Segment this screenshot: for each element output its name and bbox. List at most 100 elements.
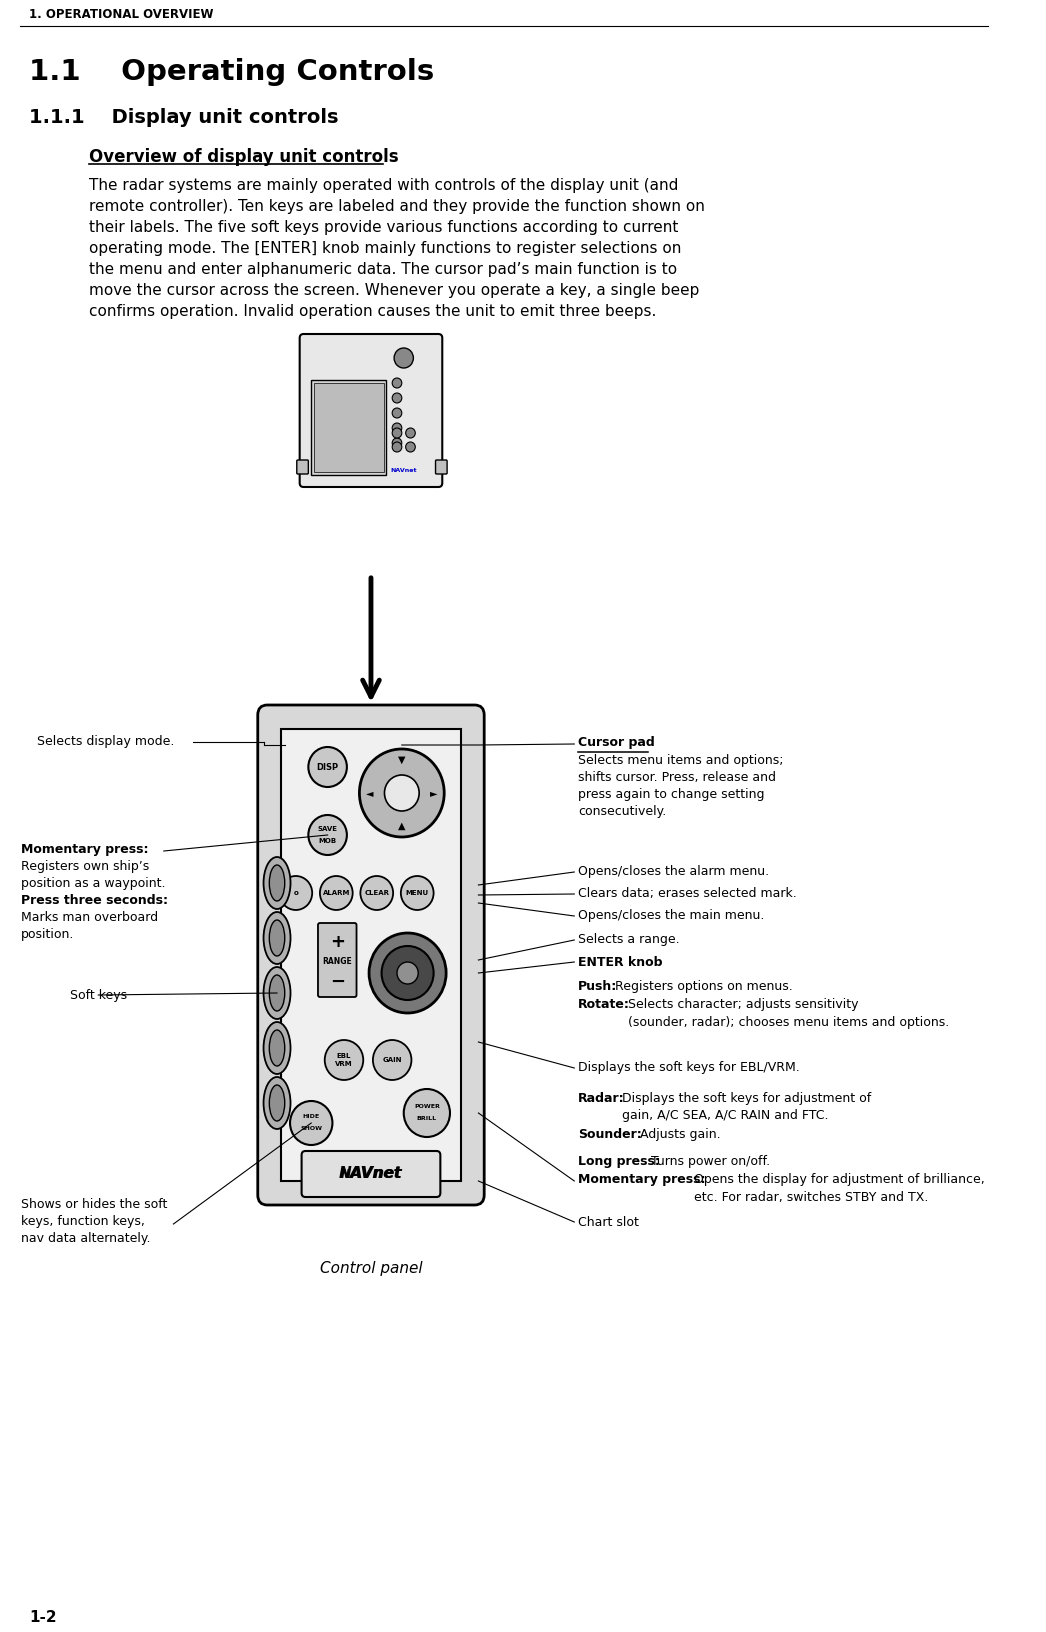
Text: GAIN: GAIN (383, 1058, 402, 1062)
Text: 1. OPERATIONAL OVERVIEW: 1. OPERATIONAL OVERVIEW (29, 8, 213, 21)
Text: ENTER knob: ENTER knob (578, 955, 663, 968)
Text: Radar:: Radar: (578, 1092, 624, 1105)
Text: Press three seconds:: Press three seconds: (21, 894, 168, 907)
Text: consecutively.: consecutively. (578, 805, 666, 818)
Text: nav data alternately.: nav data alternately. (21, 1232, 151, 1245)
Text: DISP: DISP (317, 762, 339, 772)
Text: shifts cursor. Press, release and: shifts cursor. Press, release and (578, 770, 776, 783)
Text: Momentary press:: Momentary press: (21, 844, 149, 857)
Text: the menu and enter alphanumeric data. The cursor pad’s main function is to: the menu and enter alphanumeric data. Th… (89, 263, 677, 277)
FancyBboxPatch shape (299, 335, 442, 486)
Text: Adjusts gain.: Adjusts gain. (640, 1128, 721, 1141)
Circle shape (406, 428, 415, 437)
Ellipse shape (264, 912, 291, 965)
Text: o: o (294, 889, 298, 896)
Text: Selects menu items and options;: Selects menu items and options; (578, 754, 783, 767)
Circle shape (404, 1089, 450, 1138)
Text: Opens the display for adjustment of brilliance,: Opens the display for adjustment of bril… (693, 1173, 984, 1186)
Ellipse shape (264, 857, 291, 909)
FancyBboxPatch shape (435, 460, 447, 473)
Circle shape (397, 961, 418, 984)
Text: Selects display mode.: Selects display mode. (37, 736, 174, 749)
FancyBboxPatch shape (301, 1151, 440, 1196)
Text: (sounder, radar); chooses menu items and options.: (sounder, radar); chooses menu items and… (629, 1017, 950, 1030)
Text: Clears data; erases selected mark.: Clears data; erases selected mark. (578, 888, 797, 901)
Text: Registers options on menus.: Registers options on menus. (615, 979, 793, 992)
Text: 1.1.1    Display unit controls: 1.1.1 Display unit controls (29, 108, 339, 127)
Text: HIDE: HIDE (302, 1115, 320, 1120)
Text: ◄: ◄ (366, 788, 373, 798)
Circle shape (324, 1040, 363, 1080)
Text: etc. For radar, switches STBY and TX.: etc. For radar, switches STBY and TX. (693, 1191, 928, 1204)
Circle shape (309, 814, 347, 855)
Text: Soft keys: Soft keys (70, 989, 127, 1002)
Circle shape (385, 775, 419, 811)
Text: POWER: POWER (414, 1105, 439, 1110)
Bar (312, 380, 386, 475)
Text: Control panel: Control panel (320, 1260, 423, 1276)
Text: Opens/closes the alarm menu.: Opens/closes the alarm menu. (578, 865, 769, 878)
Circle shape (392, 437, 402, 449)
Text: SAVE: SAVE (318, 826, 338, 832)
Circle shape (320, 876, 353, 911)
Circle shape (382, 947, 434, 1000)
Text: Selects a range.: Selects a range. (578, 934, 680, 947)
Text: Opens/closes the main menu.: Opens/closes the main menu. (578, 909, 765, 922)
Text: Displays the soft keys for EBL/VRM.: Displays the soft keys for EBL/VRM. (578, 1061, 800, 1074)
Text: MOB: MOB (319, 837, 337, 844)
Ellipse shape (264, 968, 291, 1018)
Text: Chart slot: Chart slot (578, 1216, 639, 1229)
Text: move the cursor across the screen. Whenever you operate a key, a single beep: move the cursor across the screen. Whene… (89, 282, 699, 299)
Text: confirms operation. Invalid operation causes the unit to emit three beeps.: confirms operation. Invalid operation ca… (89, 304, 656, 318)
Circle shape (394, 348, 413, 367)
Ellipse shape (264, 1077, 291, 1129)
Text: Sounder:: Sounder: (578, 1128, 642, 1141)
Text: press again to change setting: press again to change setting (578, 788, 765, 801)
Text: Registers own ship’s: Registers own ship’s (21, 860, 150, 873)
Text: position as a waypoint.: position as a waypoint. (21, 876, 165, 889)
Text: ALARM: ALARM (322, 889, 350, 896)
Circle shape (309, 747, 347, 787)
FancyBboxPatch shape (318, 924, 357, 997)
Circle shape (373, 1040, 411, 1080)
Text: CLEAR: CLEAR (364, 889, 389, 896)
Text: Marks man overboard: Marks man overboard (21, 911, 158, 924)
Circle shape (361, 876, 393, 911)
Text: 1.1    Operating Controls: 1.1 Operating Controls (29, 59, 434, 86)
Circle shape (401, 876, 434, 911)
FancyBboxPatch shape (297, 460, 309, 473)
Bar (281, 730, 461, 1182)
Ellipse shape (269, 920, 285, 956)
Text: Long press:: Long press: (578, 1155, 660, 1169)
Text: Overview of display unit controls: Overview of display unit controls (89, 149, 399, 166)
Text: Turns power on/off.: Turns power on/off. (652, 1155, 771, 1169)
Text: keys, function keys,: keys, function keys, (21, 1214, 145, 1227)
Text: Shows or hides the soft: Shows or hides the soft (21, 1198, 167, 1211)
Text: BRILL: BRILL (416, 1116, 437, 1121)
Ellipse shape (269, 865, 285, 901)
Text: NAVnet: NAVnet (390, 468, 417, 473)
Circle shape (369, 934, 447, 1013)
Circle shape (406, 442, 415, 452)
Text: their labels. The five soft keys provide various functions according to current: their labels. The five soft keys provide… (89, 220, 678, 235)
Text: Push:: Push: (578, 979, 617, 992)
Circle shape (392, 442, 402, 452)
Text: SHOW: SHOW (300, 1126, 322, 1131)
Text: Displays the soft keys for adjustment of: Displays the soft keys for adjustment of (622, 1092, 871, 1105)
Text: 1-2: 1-2 (29, 1611, 56, 1625)
Circle shape (360, 749, 445, 837)
Text: operating mode. The [ENTER] knob mainly functions to register selections on: operating mode. The [ENTER] knob mainly … (89, 242, 681, 256)
Text: RANGE: RANGE (322, 958, 353, 966)
Ellipse shape (264, 1022, 291, 1074)
Text: +: + (329, 934, 345, 951)
Circle shape (392, 423, 402, 432)
Circle shape (392, 408, 402, 418)
Ellipse shape (269, 974, 285, 1010)
Circle shape (279, 876, 312, 911)
Text: ▼: ▼ (399, 756, 406, 765)
Text: position.: position. (21, 929, 74, 942)
Ellipse shape (269, 1030, 285, 1066)
Bar (314, 384, 384, 472)
Circle shape (290, 1102, 333, 1146)
Text: remote controller). Ten keys are labeled and they provide the function shown on: remote controller). Ten keys are labeled… (89, 199, 705, 214)
